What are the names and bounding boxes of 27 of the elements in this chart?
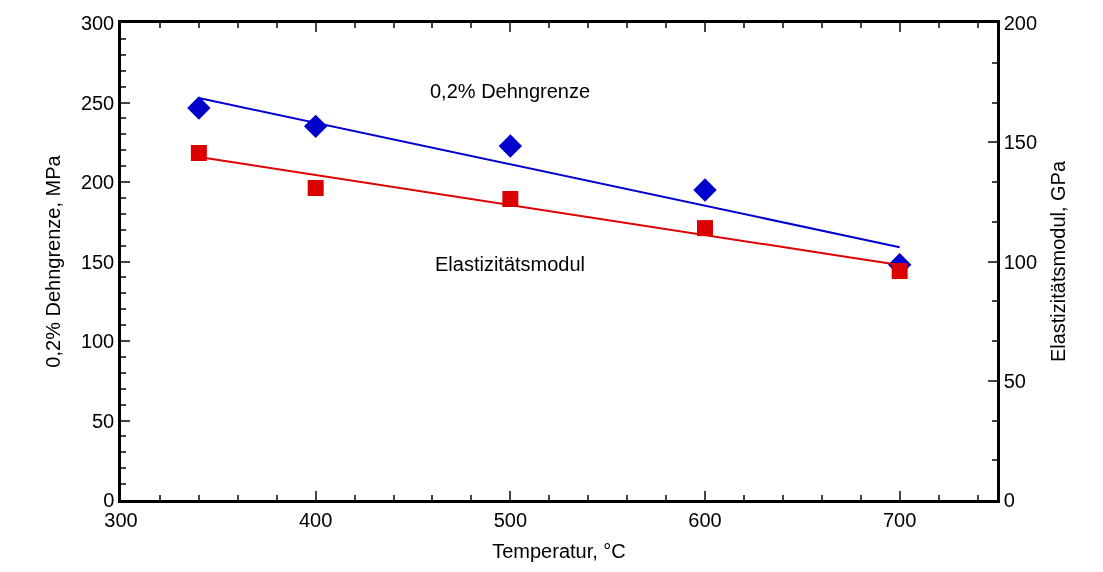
y2-tick-label: 200 — [1003, 12, 1038, 34]
y-tick-label: 300 — [80, 12, 115, 34]
x-tick-label: 500 — [493, 508, 528, 531]
y2-tick-label: 100 — [1003, 250, 1038, 273]
point — [187, 96, 211, 120]
text: 0,2% Dehngrenze — [430, 80, 591, 102]
point — [190, 144, 207, 161]
y-tick-label: 150 — [80, 250, 115, 273]
x-tick-label: 400 — [298, 508, 333, 531]
y-tick-label: 50 — [92, 409, 115, 432]
y-axis-title: 0,2% Dehngrenze, MPa — [42, 154, 65, 368]
y2-tick-label: 0 — [1003, 489, 1015, 511]
y2-tick-label: 50 — [1003, 369, 1026, 392]
text: Elastizitätsmodul — [435, 253, 586, 275]
point — [498, 134, 523, 158]
y-tick-label: 100 — [80, 330, 115, 352]
point — [891, 263, 908, 280]
point — [693, 178, 717, 202]
y-tick-label: 0 — [103, 489, 115, 511]
x-tick-label: 700 — [882, 508, 917, 531]
x-axis-title: Temperatur, °C — [492, 540, 626, 563]
point — [307, 180, 324, 197]
x-tick-label: 600 — [688, 508, 722, 531]
y-tick-label: 200 — [80, 171, 115, 193]
y-tick-label: 250 — [80, 91, 115, 114]
y2-tick-label: 150 — [1003, 131, 1038, 154]
y2-axis-title: Elastizitätsmodul, GPa — [1046, 160, 1069, 363]
